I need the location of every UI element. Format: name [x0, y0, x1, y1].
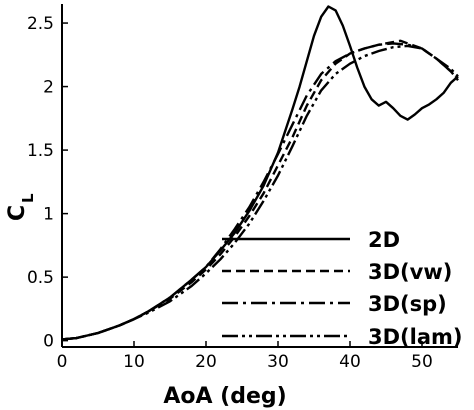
x-tick-label: 40: [339, 352, 361, 372]
y-tick-label: 0: [43, 332, 54, 352]
x-axis-label: AoA (deg): [163, 384, 286, 409]
series-line-3d-lam: [61, 44, 459, 341]
series-line-2d: [61, 5, 459, 341]
y-axis-label: C L: [5, 193, 37, 221]
legend-label: 3D(vw): [368, 260, 452, 284]
x-tick-label: 50: [411, 352, 433, 372]
x-tick-label: 0: [57, 352, 68, 372]
axes-layer: 0 10 20 30 40 50 0 0.5 1 1.5 2 2.5: [27, 4, 458, 372]
legend-label: 3D(lam): [368, 325, 463, 349]
y-axis-label-subscript: L: [19, 193, 37, 203]
y-tick-label: 2: [43, 78, 54, 98]
y-axis-label-main: C: [5, 205, 30, 221]
legend-label: 3D(sp): [368, 292, 447, 316]
y-tick-label: 0.5: [27, 268, 54, 288]
legend: 2D 3D(vw) 3D(sp) 3D(lam): [222, 228, 463, 349]
series-layer: [61, 5, 459, 341]
series-line-3d-vw: [61, 39, 459, 341]
x-tick-label: 20: [195, 352, 217, 372]
y-tick-label: 1: [43, 205, 54, 225]
legend-label: 2D: [368, 228, 400, 252]
x-tick-label: 30: [267, 352, 289, 372]
y-tick-label: 2.5: [27, 14, 54, 34]
x-tick-label: 10: [123, 352, 145, 372]
y-tick-label: 1.5: [27, 141, 54, 161]
